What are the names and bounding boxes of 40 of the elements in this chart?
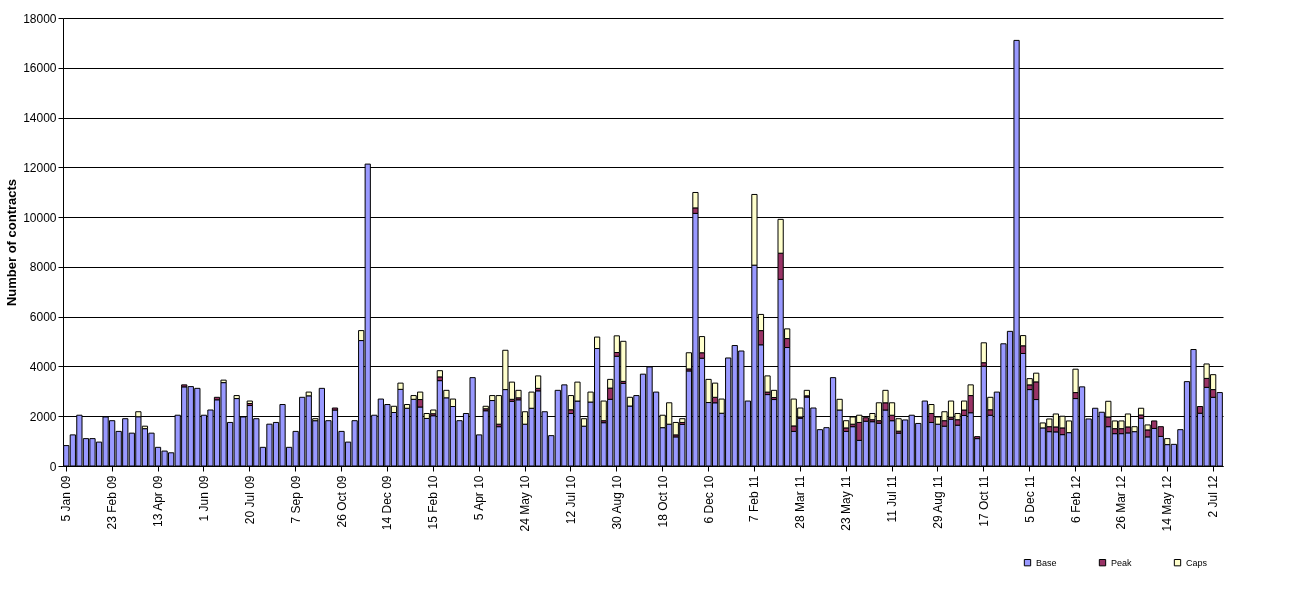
x-tick-label: 17 Oct 11: [976, 475, 991, 527]
x-tick-label: 7 Sep 09: [288, 475, 303, 524]
x-tick-label: 15 Feb 10: [426, 475, 441, 530]
y-tick-label: 0: [49, 459, 57, 474]
x-tick-label: 23 May 11: [839, 475, 854, 531]
y-tick-label: 6000: [29, 310, 57, 325]
x-tick-label: 5 Apr 10: [472, 475, 487, 521]
x-tick-label: 6 Dec 10: [701, 475, 716, 524]
x-tick-label: 24 May 10: [518, 475, 533, 532]
y-tick-label: 2000: [29, 409, 57, 424]
legend-label: Base: [1036, 557, 1057, 568]
x-tick-label: 14 Dec 09: [380, 475, 395, 531]
y-tick-label: 18000: [23, 11, 57, 26]
x-tick-label: 30 Aug 10: [609, 475, 624, 530]
x-tick-label: 18 Oct 10: [655, 475, 670, 528]
x-tick-label: 1 Jun 09: [196, 475, 211, 522]
x-tick-label: 20 Jul 09: [242, 475, 257, 525]
y-axis-title: Number of contracts: [4, 178, 20, 307]
x-tick-label: 7 Feb 11: [747, 475, 762, 522]
legend-label: Peak: [1111, 557, 1133, 568]
x-tick-label: 28 Mar 11: [793, 475, 808, 529]
y-tick-label: 4000: [29, 359, 57, 374]
x-tick-label: 23 Feb 09: [105, 475, 120, 530]
x-tick-label: 14 May 12: [1160, 475, 1175, 532]
y-tick-label: 8000: [29, 260, 57, 275]
x-tick-label: 29 Aug 11: [930, 475, 945, 529]
x-tick-label: 2 Jul 12: [1206, 475, 1221, 518]
y-tick-label: 16000: [23, 61, 57, 76]
x-tick-label: 6 Feb 12: [1068, 475, 1083, 523]
x-tick-label: 26 Mar 12: [1114, 475, 1129, 530]
x-tick-label: 26 Oct 09: [334, 475, 349, 528]
x-tick-label: 12 Jul 10: [563, 475, 578, 525]
x-tick-label: 5 Dec 11: [1022, 475, 1037, 523]
legend-label: Caps: [1186, 557, 1208, 568]
x-tick-label: 5 Jan 09: [59, 475, 74, 522]
x-tick-label: 13 Apr 09: [151, 475, 166, 527]
y-tick-label: 10000: [23, 210, 57, 225]
y-tick-label: 14000: [23, 111, 57, 126]
x-tick-label: 11 Jul 11: [885, 475, 900, 523]
y-tick-label: 12000: [23, 160, 57, 175]
